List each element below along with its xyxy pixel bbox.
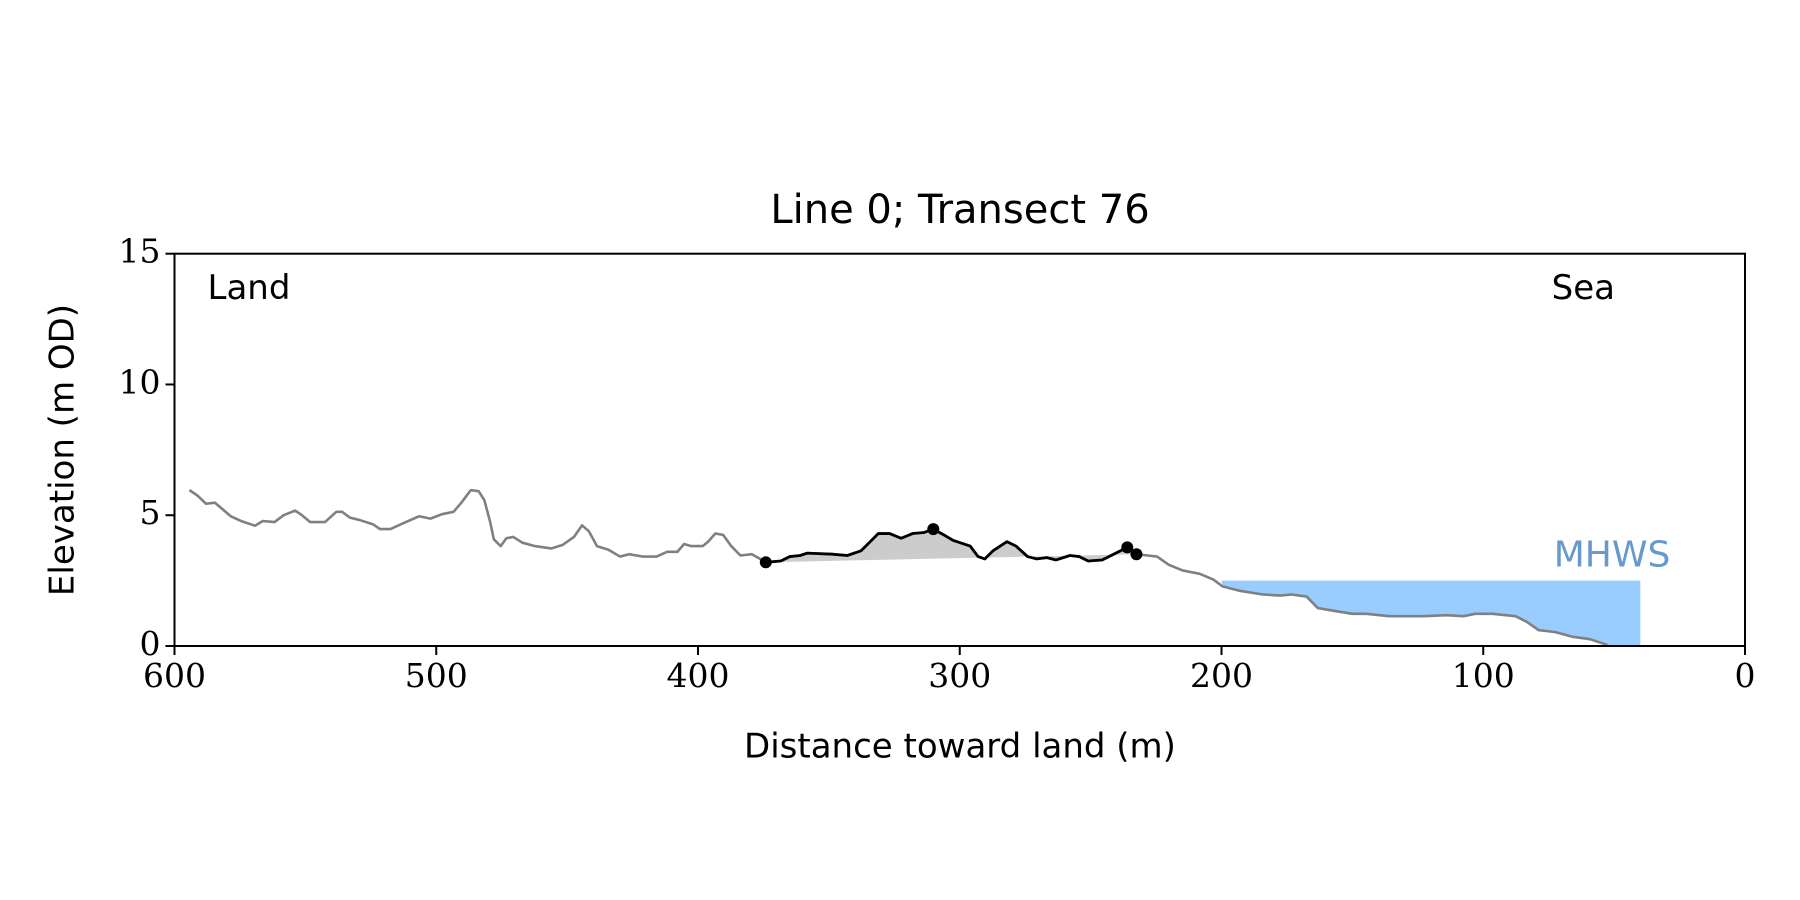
x-axis-label: Distance toward land (m): [744, 727, 1176, 767]
dune-point: [759, 556, 772, 569]
dune-line: [765, 527, 1138, 564]
x-tick-label: 100: [1452, 656, 1515, 695]
x-tick-label: 200: [1190, 656, 1253, 695]
y-tick-label: 5: [140, 493, 161, 532]
x-tick-label: 400: [667, 656, 730, 695]
chart-title: Line 0; Transect 76: [770, 187, 1149, 233]
x-tick-label: 600: [143, 656, 206, 695]
dune-point: [1121, 541, 1134, 554]
annotation-sea: Sea: [1552, 268, 1615, 308]
y-axis-label: Elevation (m OD): [43, 304, 83, 596]
x-tick-label: 300: [928, 656, 991, 695]
x-tick-label: 500: [405, 656, 468, 695]
x-tick-label: 0: [1735, 656, 1756, 695]
mhws-label: MHWS: [1554, 535, 1671, 576]
dune-area: [765, 529, 1137, 563]
annotation-land: Land: [208, 268, 291, 308]
y-tick-label: 10: [119, 362, 161, 401]
mhws-area: [1221, 580, 1641, 646]
y-tick-label: 0: [140, 624, 161, 663]
dune-point: [1130, 548, 1143, 561]
profile-line: [188, 488, 1608, 647]
y-tick-label: 15: [119, 232, 161, 271]
dune-point: [927, 523, 940, 536]
